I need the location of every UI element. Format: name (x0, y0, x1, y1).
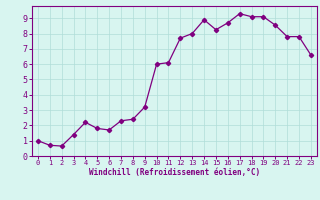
X-axis label: Windchill (Refroidissement éolien,°C): Windchill (Refroidissement éolien,°C) (89, 168, 260, 177)
